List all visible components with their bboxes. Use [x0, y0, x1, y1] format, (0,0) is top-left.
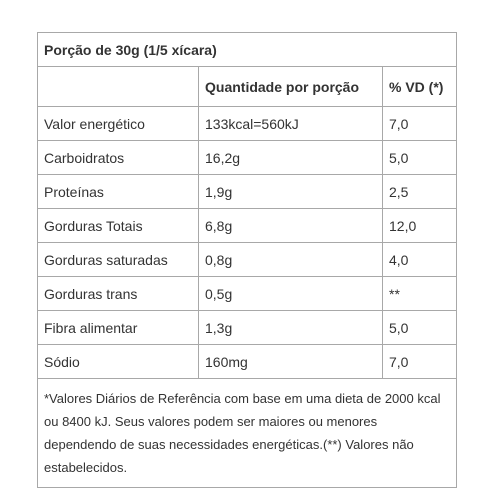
quantity-header: Quantidade por porção [198, 66, 383, 107]
portion-row: Porção de 30g (1/5 xícara) [37, 32, 457, 67]
nutrient-quantity: 16,2g [198, 140, 383, 175]
nutrient-name: Gorduras trans [37, 276, 199, 311]
table-row: Gorduras saturadas 0,8g 4,0 [37, 242, 457, 277]
nutrient-name: Carboidratos [37, 140, 199, 175]
nutrient-vd: 2,5 [382, 174, 457, 209]
nutrient-name: Proteínas [37, 174, 199, 209]
footnote-text: *Valores Diários de Referência com base … [37, 378, 457, 488]
nutrient-quantity: 160mg [198, 344, 383, 379]
nutrient-quantity: 1,3g [198, 310, 383, 345]
table-row: Fibra alimentar 1,3g 5,0 [37, 310, 457, 345]
nutrient-vd: 12,0 [382, 208, 457, 243]
nutrient-vd: 7,0 [382, 106, 457, 141]
nutrient-quantity: 1,9g [198, 174, 383, 209]
nutrient-name: Sódio [37, 344, 199, 379]
table-row: Carboidratos 16,2g 5,0 [37, 140, 457, 175]
nutrient-vd: 4,0 [382, 242, 457, 277]
table-row: Sódio 160mg 7,0 [37, 344, 457, 379]
header-row: Quantidade por porção % VD (*) [37, 66, 457, 107]
nutrient-vd: 7,0 [382, 344, 457, 379]
nutrient-name: Fibra alimentar [37, 310, 199, 345]
table-row: Gorduras trans 0,5g ** [37, 276, 457, 311]
footnote-row: *Valores Diários de Referência com base … [37, 378, 457, 488]
nutrient-vd: ** [382, 276, 457, 311]
table-row: Valor energético 133kcal=560kJ 7,0 [37, 106, 457, 141]
nutrition-facts-table: Porção de 30g (1/5 xícara) Quantidade po… [37, 32, 457, 488]
table-row: Proteínas 1,9g 2,5 [37, 174, 457, 209]
nutrient-vd: 5,0 [382, 310, 457, 345]
nutrient-vd: 5,0 [382, 140, 457, 175]
nutrient-quantity: 6,8g [198, 208, 383, 243]
nutrient-header [37, 66, 199, 107]
vd-header: % VD (*) [382, 66, 457, 107]
nutrient-name: Valor energético [37, 106, 199, 141]
nutrient-quantity: 133kcal=560kJ [198, 106, 383, 141]
nutrient-name: Gorduras saturadas [37, 242, 199, 277]
nutrient-quantity: 0,8g [198, 242, 383, 277]
nutrient-quantity: 0,5g [198, 276, 383, 311]
nutrient-name: Gorduras Totais [37, 208, 199, 243]
table-row: Gorduras Totais 6,8g 12,0 [37, 208, 457, 243]
portion-label: Porção de 30g (1/5 xícara) [37, 32, 457, 67]
